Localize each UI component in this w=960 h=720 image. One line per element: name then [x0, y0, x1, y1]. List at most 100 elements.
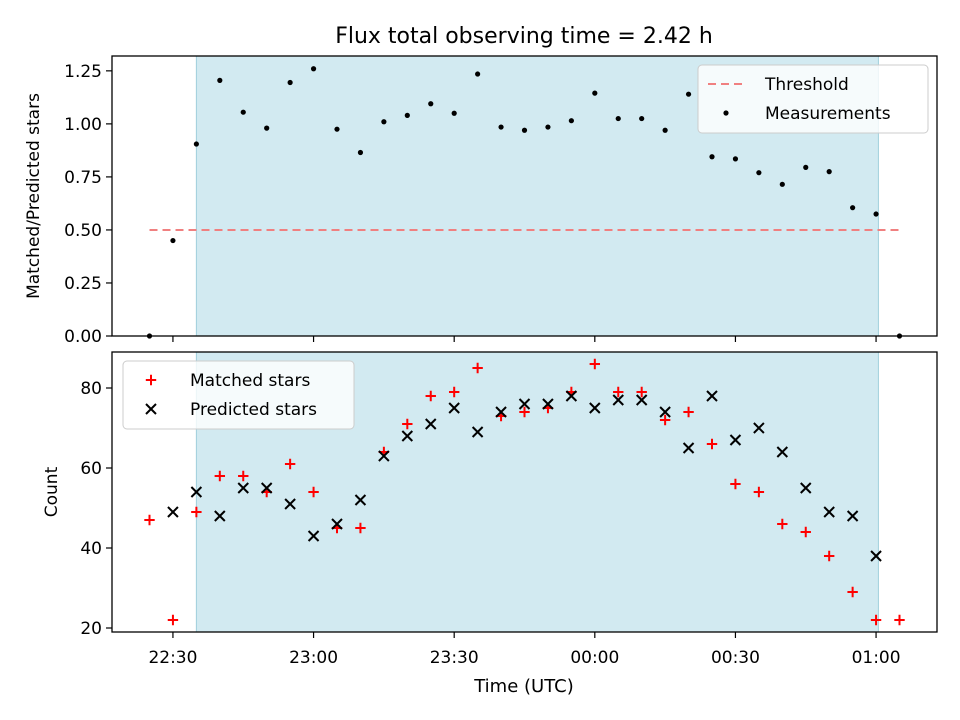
data-point-plus: [472, 362, 483, 374]
data-point-dot: [357, 149, 364, 156]
data-point-plus: [144, 514, 155, 526]
data-point-x: [448, 402, 460, 414]
data-point-x: [635, 394, 648, 406]
legend-handle-plus: [145, 374, 157, 386]
top-panel: 0.00 0.25 0.50 0.75 1.00 1.25 Matched/Predicte…: [24, 55, 938, 347]
data-point-x: [307, 530, 320, 542]
data-point-dot: [451, 110, 457, 116]
legend-label: Matched stars: [190, 371, 310, 391]
data-point-plus: [402, 418, 413, 430]
data-point-dot: [310, 66, 317, 72]
y-tick-label: 40: [80, 539, 102, 559]
y-tick-label: 1.25: [64, 62, 102, 82]
legend-label: Predicted stars: [190, 400, 317, 420]
data-point-plus: [777, 518, 788, 530]
data-point-x: [284, 498, 296, 510]
data-point-dot: [334, 126, 340, 132]
x-tick-label: 23:00: [289, 648, 338, 668]
data-point-plus: [847, 586, 858, 598]
data-point-dot: [217, 77, 223, 83]
data-point-plus: [214, 470, 226, 482]
data-point-plus: [167, 614, 179, 626]
data-point-plus: [613, 386, 624, 398]
x-tick-label: 22:30: [148, 648, 197, 668]
data-point-x: [378, 450, 390, 462]
data-point-dot: [662, 127, 668, 133]
data-point-x: [425, 418, 437, 430]
data-point-dot: [850, 205, 856, 211]
data-point-x: [589, 402, 601, 414]
data-point-plus: [659, 414, 671, 426]
data-point-dot: [170, 237, 176, 244]
data-point-x: [870, 550, 882, 562]
x-tick-label: 01:00: [852, 648, 901, 668]
data-point-dot: [803, 164, 809, 170]
data-point-plus: [683, 406, 694, 418]
y-tick-label: 0.50: [64, 221, 102, 241]
data-point-dot: [639, 115, 645, 122]
y-tick-label: 0.75: [64, 168, 102, 188]
data-point-dot: [592, 90, 598, 96]
data-point-plus: [448, 386, 460, 398]
data-point-x: [542, 398, 554, 410]
data-point-x: [354, 494, 367, 506]
data-point-x: [565, 390, 578, 402]
x-axis-label: Time (UTC): [473, 676, 574, 697]
data-point-x: [706, 390, 718, 402]
data-point-plus: [238, 470, 249, 482]
legend-box: [122, 360, 355, 430]
data-point-dot: [498, 124, 504, 130]
data-point-dot: [779, 181, 785, 187]
data-point-x: [167, 506, 179, 518]
data-point-plus: [894, 614, 905, 626]
data-point-dot: [568, 118, 574, 124]
data-point-dot: [193, 141, 199, 147]
data-point-plus: [823, 550, 835, 562]
data-point-dot: [475, 71, 481, 77]
data-point-x: [237, 482, 249, 494]
axes-frame: [111, 351, 938, 633]
x-tick-label: 00:00: [570, 648, 619, 668]
data-point-dot: [615, 115, 621, 122]
data-point-plus: [870, 614, 882, 626]
data-point-x: [729, 434, 742, 446]
bottom-panel: 20 40 60 80 22:30 23:00 23:30 00:00 00:30 01:00 Co…: [42, 351, 938, 668]
data-point-x: [776, 446, 789, 458]
legend-box: [697, 64, 929, 134]
y-axis-label: Matched/Predicted stars: [24, 93, 44, 299]
y-tick-label: 1.00: [64, 115, 102, 135]
data-point-plus: [519, 406, 530, 418]
legend-label: Threshold: [764, 75, 849, 95]
data-point-x: [471, 426, 484, 438]
data-point-x: [518, 398, 531, 410]
data-point-plus: [191, 506, 202, 518]
data-point-dot: [264, 125, 270, 131]
chart-title: Flux total observing time = 2.42 h: [335, 24, 713, 49]
data-point-dot: [287, 79, 293, 86]
y-tick-label: 80: [80, 379, 102, 399]
x-tick-label: 23:30: [430, 648, 479, 668]
data-point-dot: [709, 154, 715, 160]
data-point-plus: [800, 526, 811, 538]
data-point-dot: [545, 124, 551, 130]
data-point-x: [846, 510, 859, 522]
data-point-plus: [730, 478, 741, 490]
y-tick-label: 0.00: [64, 327, 102, 347]
legend-handle-dot: [723, 110, 729, 116]
data-point-x: [495, 406, 507, 418]
y-tick-label: 20: [80, 619, 102, 639]
y-axis-label: Count: [42, 466, 62, 517]
data-point-plus: [706, 438, 718, 450]
axes-frame: [111, 55, 938, 337]
data-point-plus: [589, 358, 601, 370]
data-point-dot: [756, 170, 762, 176]
data-point-x: [260, 482, 273, 494]
data-point-dot: [240, 109, 246, 115]
legend-handle-x: [145, 403, 157, 415]
data-point-x: [659, 406, 671, 418]
data-point-plus: [425, 390, 436, 402]
data-point-plus: [355, 522, 366, 534]
y-tick-label: 60: [80, 459, 102, 479]
data-point-x: [331, 518, 343, 530]
data-point-dot: [873, 211, 879, 217]
